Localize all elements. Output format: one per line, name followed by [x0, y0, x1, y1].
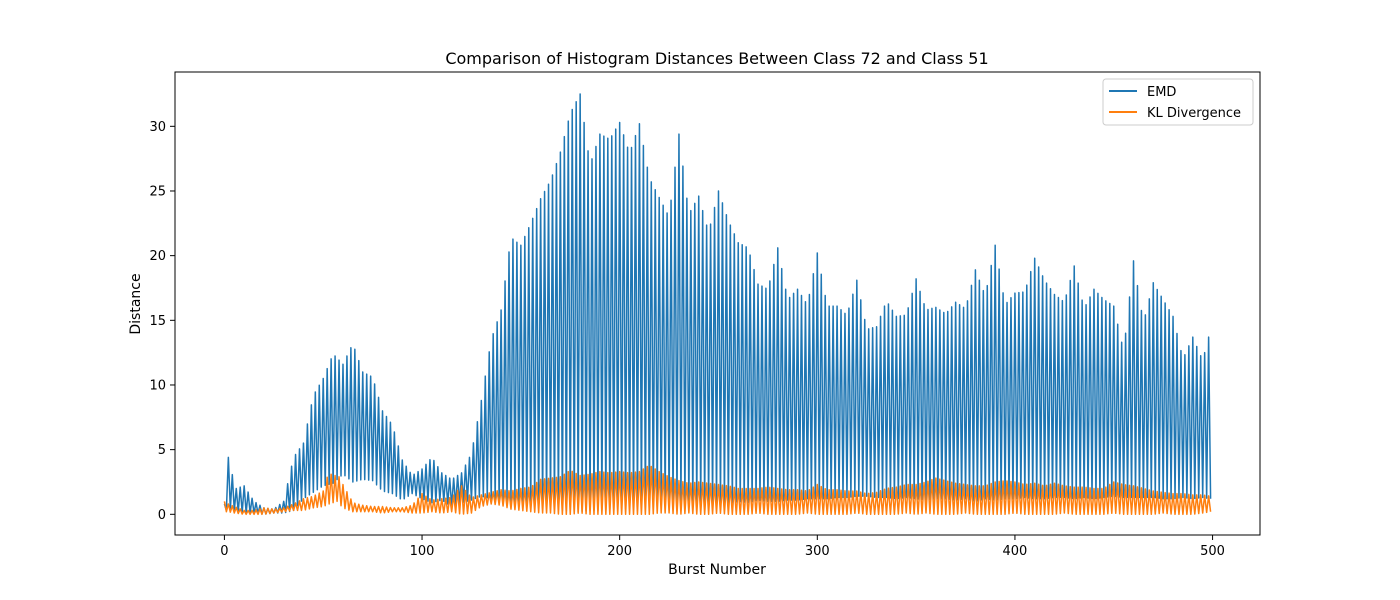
y-tick-label: 5 [158, 443, 166, 458]
y-tick-label: 15 [149, 314, 166, 329]
y-tick-label: 25 [149, 184, 166, 199]
y-axis-ticks: 0 5 10 15 20 25 30 [149, 120, 175, 523]
legend-label-kl-divergence: KL Divergence [1147, 106, 1241, 121]
x-tick-label: 200 [607, 544, 632, 559]
x-axis-ticks: 0 100 200 300 400 500 [220, 535, 1225, 559]
series-layer [223, 93, 1212, 516]
y-axis-label: Distance [128, 273, 144, 334]
x-tick-label: 400 [1003, 544, 1028, 559]
x-tick-label: 300 [805, 544, 830, 559]
plot-frame [174, 71, 1261, 536]
chart-title: Comparison of Histogram Distances Betwee… [445, 49, 988, 68]
y-tick-label: 30 [149, 120, 166, 135]
y-tick-label: 20 [149, 249, 166, 264]
series-line-kl-divergence [223, 465, 1212, 516]
y-tick-label: 0 [158, 508, 166, 523]
x-axis-label: Burst Number [668, 562, 766, 578]
x-tick-label: 500 [1200, 544, 1225, 559]
x-tick-label: 100 [410, 544, 435, 559]
legend: EMD KL Divergence [1102, 78, 1254, 126]
series-line-emd [223, 93, 1212, 515]
legend-box [1102, 78, 1254, 126]
y-tick-label: 10 [149, 378, 166, 393]
x-tick-label: 0 [220, 544, 228, 559]
legend-label-emd: EMD [1147, 85, 1176, 100]
